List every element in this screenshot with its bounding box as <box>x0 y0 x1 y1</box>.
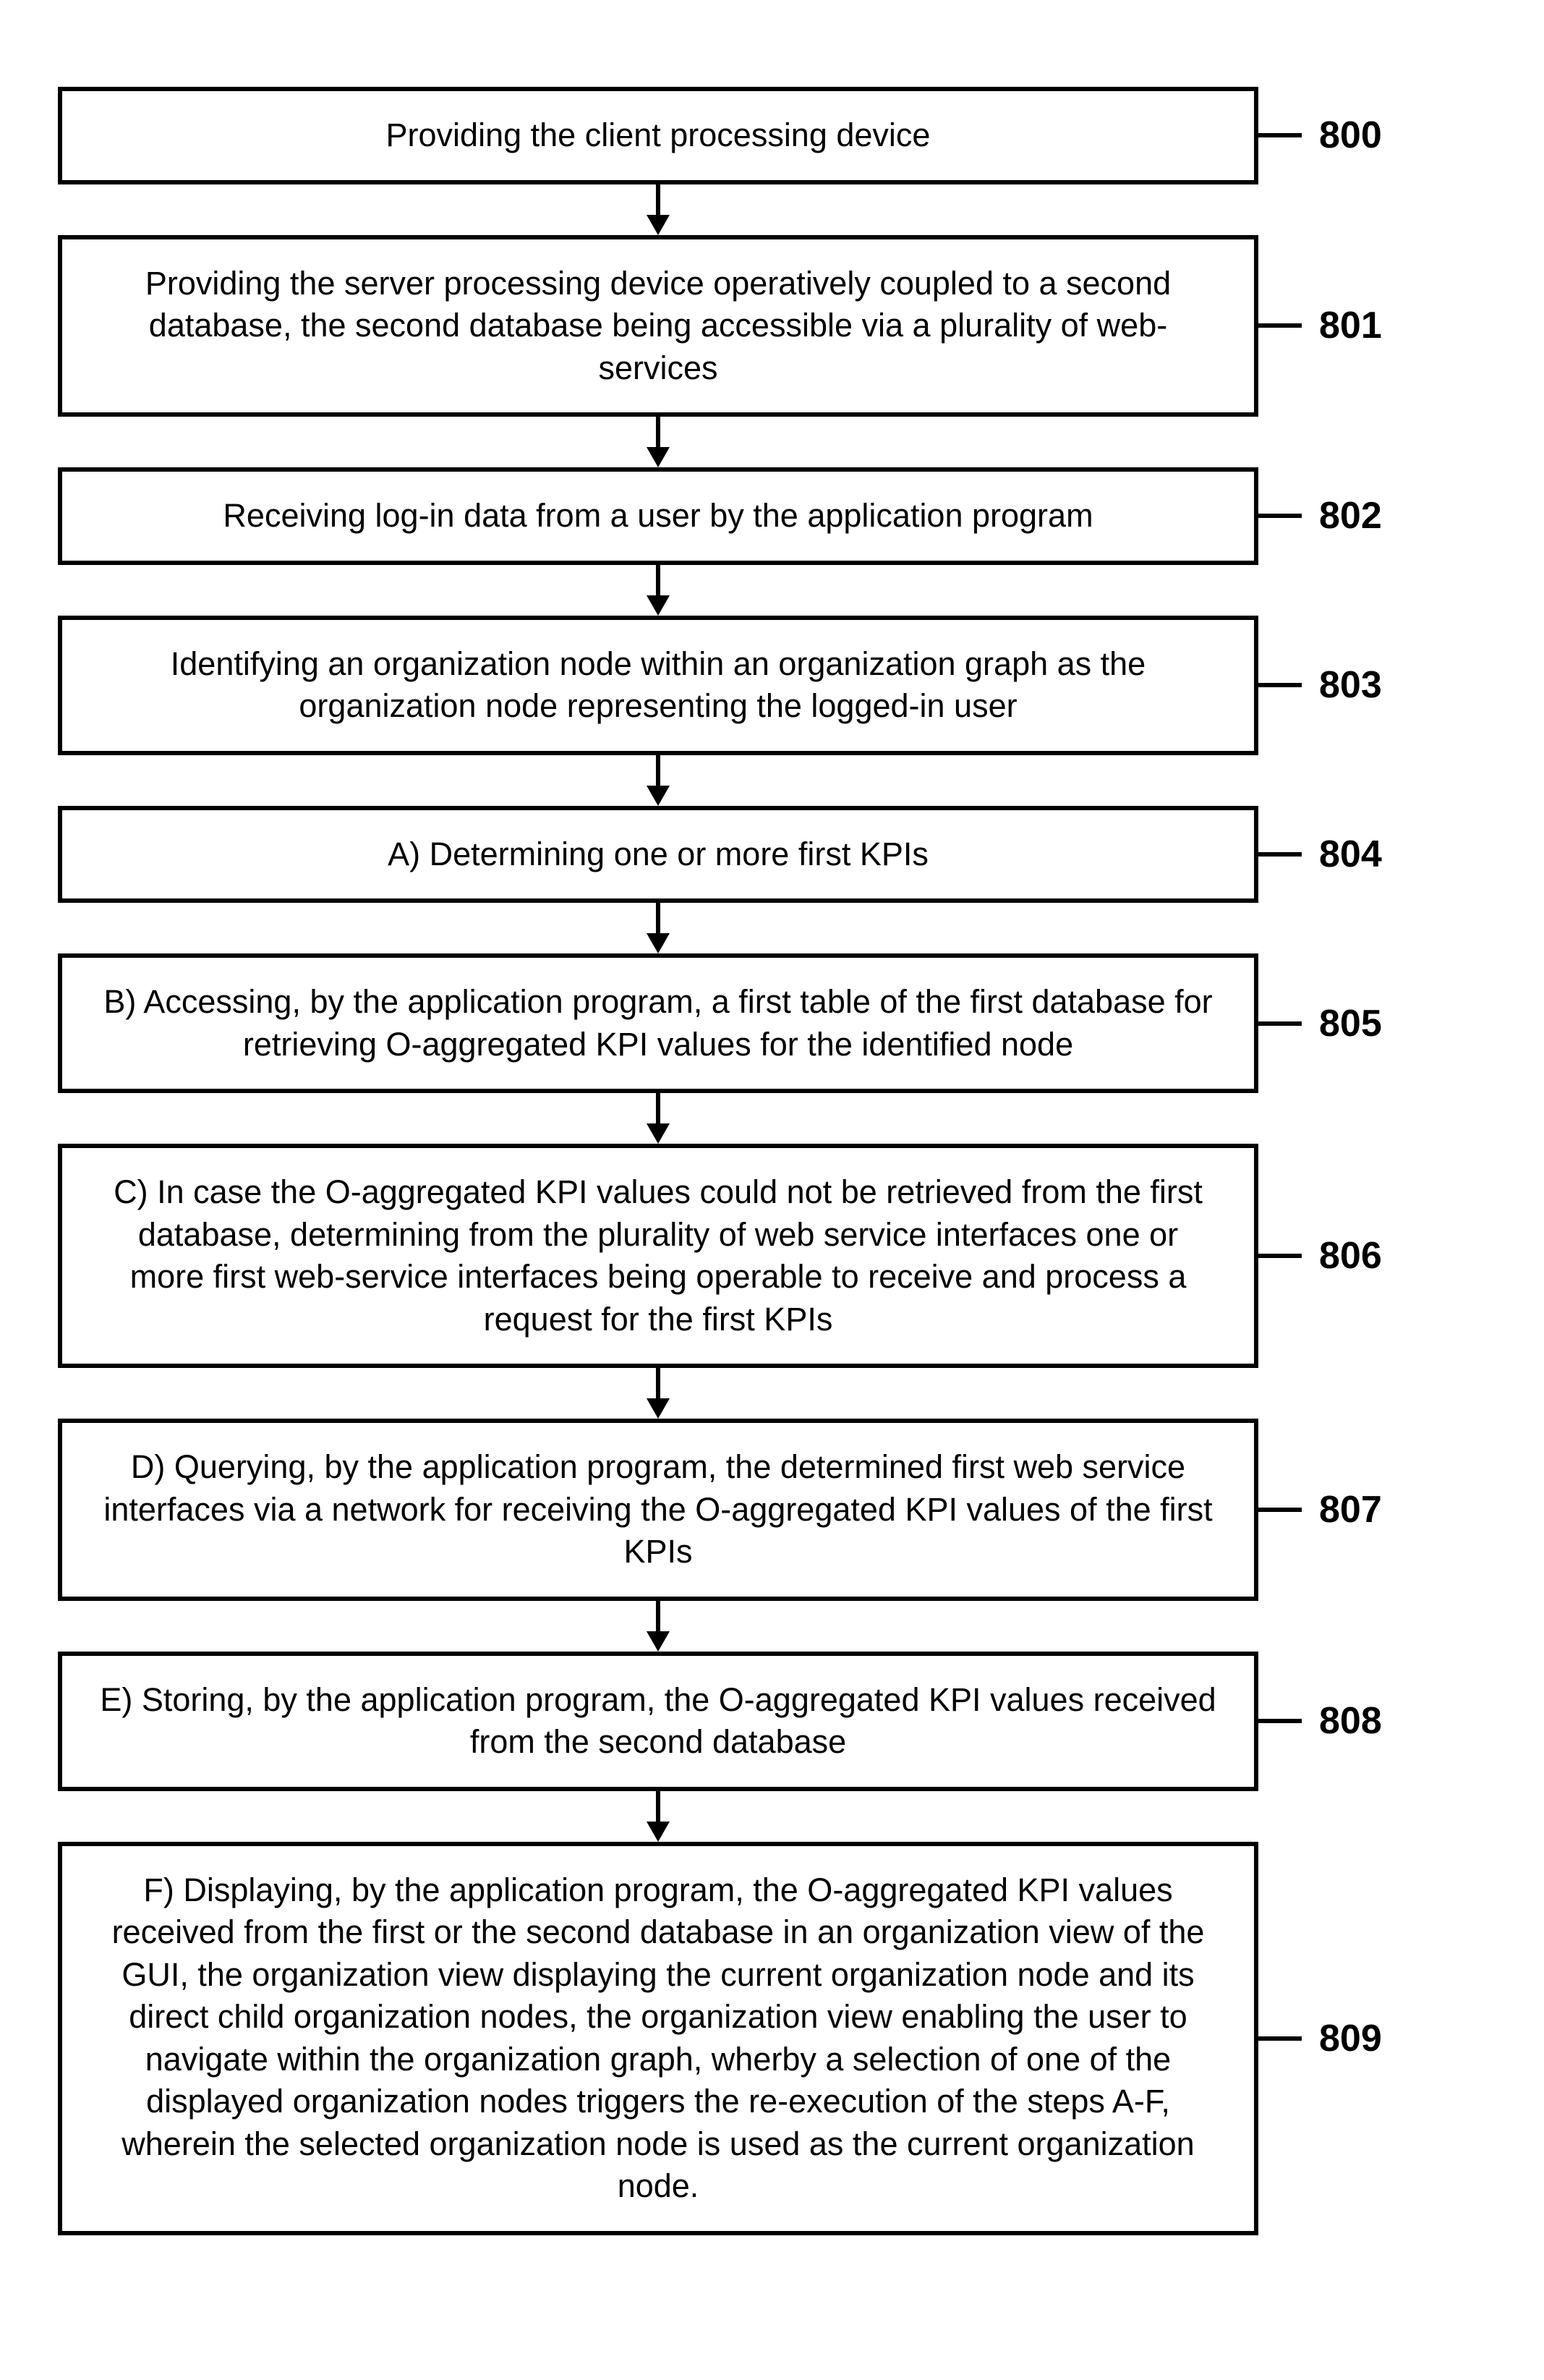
step-box-800: Providing the client processing device <box>58 87 1258 184</box>
tick-line <box>1258 1254 1302 1258</box>
ref-connector: 803 <box>1258 616 1403 755</box>
step-row: D) Querying, by the application program,… <box>58 1419 1486 1601</box>
ref-label: 805 <box>1319 1002 1382 1045</box>
step-box-808: E) Storing, by the application program, … <box>58 1652 1258 1791</box>
arrow-down-icon <box>58 1368 1258 1419</box>
step-text: Providing the server processing device o… <box>97 263 1219 390</box>
step-text: Providing the client processing device <box>386 114 931 157</box>
step-box-809: F) Displaying, by the application progra… <box>58 1842 1258 2235</box>
step-box-807: D) Querying, by the application program,… <box>58 1419 1258 1601</box>
step-text: B) Accessing, by the application program… <box>97 981 1219 1066</box>
tick-line <box>1258 683 1302 687</box>
ref-connector: 807 <box>1258 1419 1403 1601</box>
tick-line <box>1258 1508 1302 1512</box>
flowchart-container: Providing the client processing device 8… <box>58 87 1486 2235</box>
ref-label: 809 <box>1319 2017 1382 2060</box>
step-row: F) Displaying, by the application progra… <box>58 1842 1486 2235</box>
step-row: Providing the client processing device 8… <box>58 87 1486 184</box>
step-text: C) In case the O-aggregated KPI values c… <box>97 1171 1219 1340</box>
step-row: Receiving log-in data from a user by the… <box>58 467 1486 565</box>
tick-line <box>1258 323 1302 328</box>
arrow-down-icon <box>58 755 1258 806</box>
arrow-down-icon <box>58 1791 1258 1842</box>
arrow-down-icon <box>58 1093 1258 1144</box>
tick-line <box>1258 1719 1302 1723</box>
step-text: Identifying an organization node within … <box>97 643 1219 728</box>
step-row: E) Storing, by the application program, … <box>58 1652 1486 1791</box>
step-text: Receiving log-in data from a user by the… <box>223 495 1093 537</box>
step-box-801: Providing the server processing device o… <box>58 235 1258 417</box>
step-box-806: C) In case the O-aggregated KPI values c… <box>58 1144 1258 1368</box>
step-text: E) Storing, by the application program, … <box>97 1679 1219 1764</box>
step-row: Providing the server processing device o… <box>58 235 1486 417</box>
arrow-down-icon <box>58 1601 1258 1652</box>
ref-connector: 806 <box>1258 1144 1403 1368</box>
ref-label: 804 <box>1319 833 1382 876</box>
ref-label: 802 <box>1319 494 1382 537</box>
ref-label: 803 <box>1319 663 1382 707</box>
step-text: F) Displaying, by the application progra… <box>97 1869 1219 2208</box>
ref-connector: 808 <box>1258 1652 1403 1791</box>
tick-line <box>1258 514 1302 518</box>
ref-label: 800 <box>1319 114 1382 157</box>
step-box-803: Identifying an organization node within … <box>58 616 1258 755</box>
step-row: C) In case the O-aggregated KPI values c… <box>58 1144 1486 1368</box>
step-text: A) Determining one or more first KPIs <box>388 833 929 876</box>
tick-line <box>1258 133 1302 137</box>
step-row: B) Accessing, by the application program… <box>58 953 1486 1093</box>
arrow-down-icon <box>58 417 1258 467</box>
tick-line <box>1258 1021 1302 1026</box>
tick-line <box>1258 2036 1302 2041</box>
step-box-805: B) Accessing, by the application program… <box>58 953 1258 1093</box>
arrow-down-icon <box>58 565 1258 616</box>
ref-label: 806 <box>1319 1234 1382 1278</box>
ref-connector: 800 <box>1258 87 1403 184</box>
ref-label: 808 <box>1319 1699 1382 1743</box>
ref-label: 801 <box>1319 304 1382 347</box>
arrow-down-icon <box>58 903 1258 953</box>
step-row: A) Determining one or more first KPIs 80… <box>58 806 1486 904</box>
ref-connector: 805 <box>1258 953 1403 1093</box>
step-box-802: Receiving log-in data from a user by the… <box>58 467 1258 565</box>
ref-connector: 809 <box>1258 1842 1403 2235</box>
ref-label: 807 <box>1319 1488 1382 1531</box>
ref-connector: 804 <box>1258 806 1403 904</box>
tick-line <box>1258 852 1302 857</box>
ref-connector: 801 <box>1258 235 1403 417</box>
arrow-down-icon <box>58 184 1258 235</box>
step-text: D) Querying, by the application program,… <box>97 1446 1219 1573</box>
step-box-804: A) Determining one or more first KPIs <box>58 806 1258 904</box>
ref-connector: 802 <box>1258 467 1403 565</box>
step-row: Identifying an organization node within … <box>58 616 1486 755</box>
